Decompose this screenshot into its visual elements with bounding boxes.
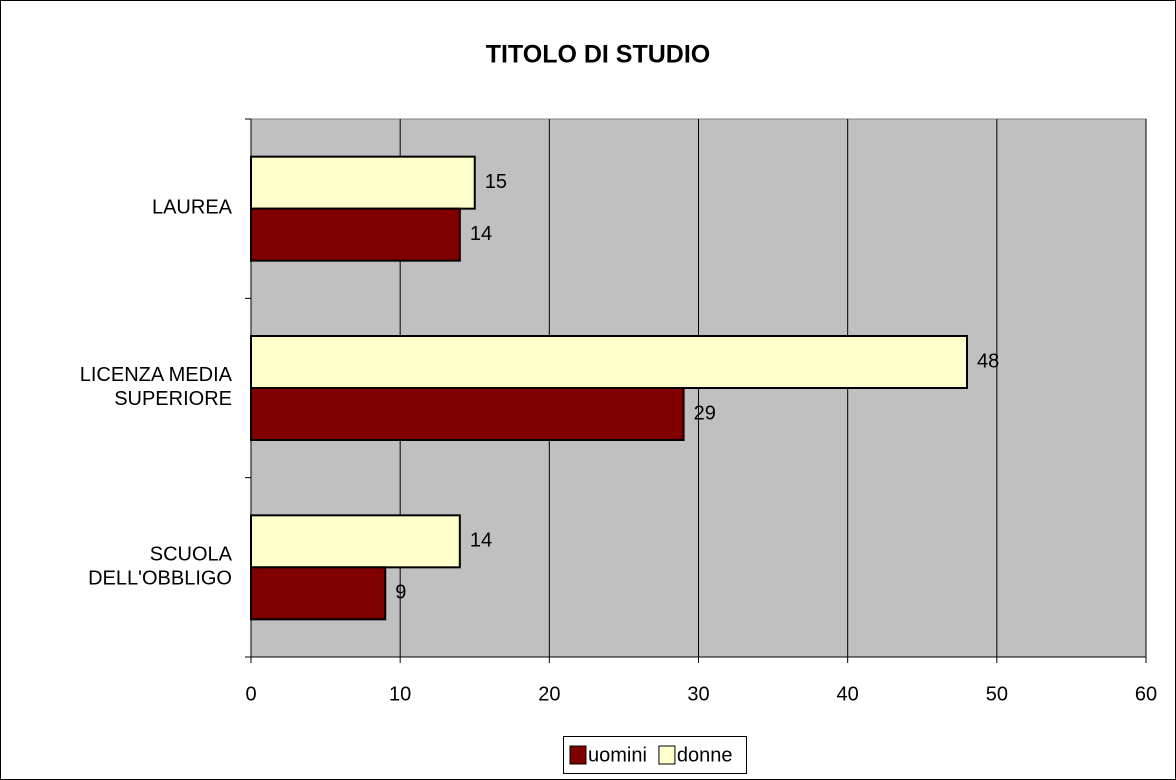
value-label: 48 <box>977 350 999 372</box>
x-tick-label: 20 <box>538 683 560 705</box>
x-tick-label: 60 <box>1135 683 1157 705</box>
legend-label: uomini <box>588 744 647 766</box>
bar <box>250 566 387 621</box>
value-label: 15 <box>485 171 507 193</box>
x-tick-label: 10 <box>389 683 411 705</box>
legend: uomini donne <box>563 736 747 774</box>
x-tick-label: 30 <box>687 683 709 705</box>
legend-frame <box>563 736 747 774</box>
y-tick-label: SCUOLA DELL'OBBLIGO <box>88 544 233 590</box>
y-tick-label-line: SCUOLA <box>150 544 233 566</box>
x-tick-label: 0 <box>245 683 256 705</box>
y-tick-label: LAUREA <box>152 197 233 219</box>
bar <box>250 387 685 441</box>
legend-label: donne <box>677 744 733 766</box>
value-label: 14 <box>470 530 492 552</box>
value-label: 9 <box>395 582 406 604</box>
value-label: 14 <box>470 223 492 245</box>
bar <box>250 155 476 210</box>
value-label: 29 <box>694 402 716 424</box>
legend-swatch <box>658 745 676 765</box>
x-tick-label: 40 <box>837 683 859 705</box>
y-tick-label-line: DELL'OBBLIGO <box>88 568 232 590</box>
bar <box>250 207 461 262</box>
legend-swatch <box>569 745 587 765</box>
y-tick-label: LICENZA MEDIA SUPERIORE <box>80 364 233 410</box>
x-tick-label: 50 <box>986 683 1008 705</box>
chart-title: TITOLO DI STUDIO <box>486 41 711 69</box>
bar <box>250 514 461 569</box>
y-tick-label-line: LAUREA <box>152 197 233 219</box>
y-tick-label-line: LICENZA MEDIA <box>80 364 233 386</box>
y-tick-label-line: SUPERIORE <box>114 388 232 410</box>
bar <box>250 335 968 389</box>
